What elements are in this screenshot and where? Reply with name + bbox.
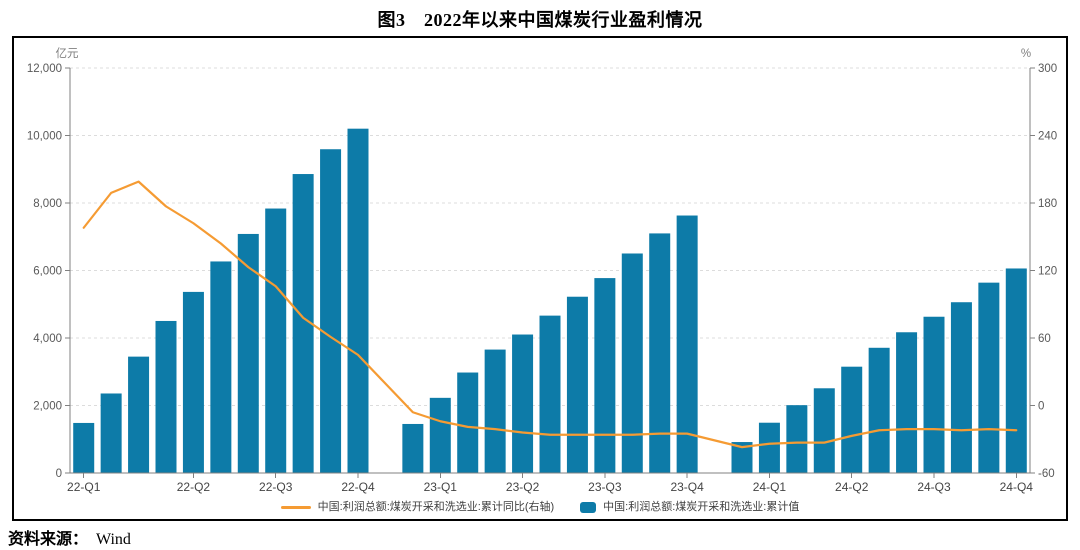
svg-text:23-Q4: 23-Q4	[670, 480, 704, 494]
source-note: 资料来源： Wind	[8, 525, 131, 549]
chart-legend: 中国:利润总额:煤炭开采和洗选业:累计同比(右轴) 中国:利润总额:煤炭开采和洗…	[14, 500, 1066, 514]
svg-text:0: 0	[56, 468, 62, 480]
svg-text:10,000: 10,000	[27, 131, 62, 143]
svg-text:24-Q4: 24-Q4	[1000, 480, 1034, 494]
svg-text:亿元: 亿元	[56, 47, 79, 60]
svg-text:23-Q1: 23-Q1	[424, 480, 458, 494]
svg-text:300: 300	[1038, 63, 1057, 75]
svg-text:-60: -60	[1038, 468, 1055, 480]
svg-text:22-Q4: 22-Q4	[341, 480, 375, 494]
svg-text:24-Q1: 24-Q1	[753, 480, 787, 494]
svg-text:22-Q3: 22-Q3	[259, 480, 293, 494]
legend-item-line-series: 中国:利润总额:煤炭开采和洗选业:累计同比(右轴)	[280, 500, 555, 514]
svg-text:120: 120	[1038, 266, 1057, 278]
svg-text:2,000: 2,000	[33, 401, 62, 413]
source-prefix: 资料来源：	[8, 531, 89, 548]
legend-label-line-series: 中国:利润总额:煤炭开采和洗选业:累计同比(右轴)	[317, 501, 555, 513]
svg-text:%: %	[1021, 48, 1031, 60]
svg-text:12,000: 12,000	[27, 63, 62, 75]
chart-frame: 0 2,000 4,000 6,000 8,000 10,000 12,000 -60 0 60 1…	[12, 36, 1068, 521]
svg-text:60: 60	[1038, 333, 1051, 345]
svg-text:180: 180	[1038, 198, 1057, 210]
svg-text:8,000: 8,000	[33, 198, 62, 210]
legend-label-bar-series: 中国:利润总额:煤炭开采和洗选业:累计值	[603, 501, 800, 513]
bar-series-swatch-icon	[580, 501, 597, 513]
chart-title: 图3 2022年以来中国煤炭行业盈利情况	[377, 10, 703, 30]
svg-text:6,000: 6,000	[33, 266, 62, 278]
svg-text:23-Q2: 23-Q2	[506, 480, 540, 494]
legend-item-bar-series: 中国:利润总额:煤炭开采和洗选业:累计值	[580, 500, 799, 514]
svg-text:24-Q3: 24-Q3	[917, 480, 951, 494]
line-series-swatch-icon	[280, 505, 311, 509]
svg-text:240: 240	[1038, 131, 1057, 143]
chart-svg: 0 2,000 4,000 6,000 8,000 10,000 12,000 -60 0 60 1…	[27, 47, 1057, 494]
svg-text:22-Q2: 22-Q2	[177, 480, 211, 494]
svg-text:22-Q1: 22-Q1	[67, 480, 101, 494]
svg-text:23-Q3: 23-Q3	[588, 480, 622, 494]
svg-text:24-Q2: 24-Q2	[835, 480, 869, 494]
svg-text:0: 0	[1038, 401, 1044, 413]
source-name: Wind	[96, 531, 131, 548]
svg-text:4,000: 4,000	[33, 333, 62, 345]
